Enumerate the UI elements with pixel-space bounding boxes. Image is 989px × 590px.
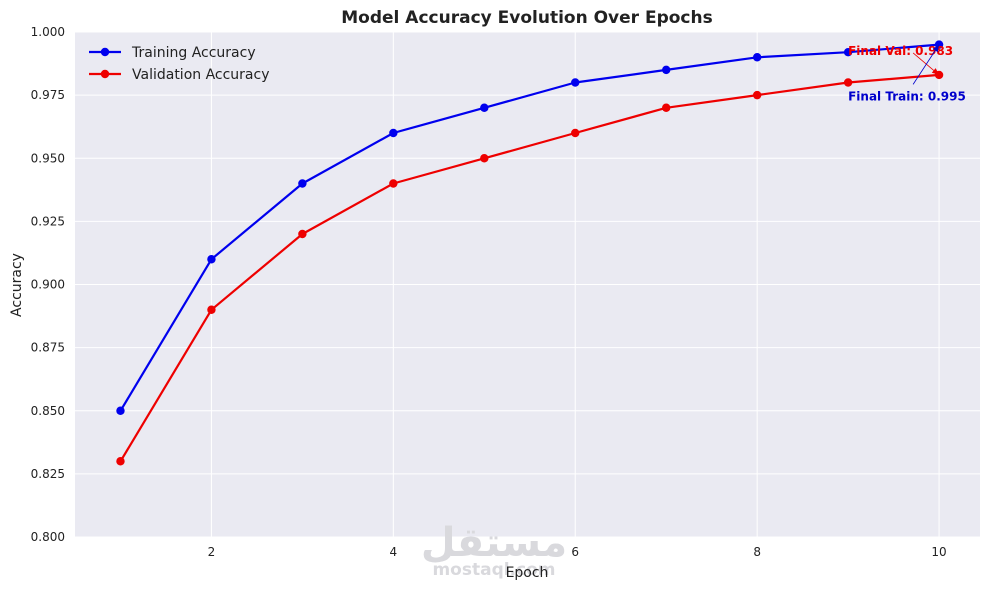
- y-tick-label: 0.975: [31, 88, 65, 102]
- data-point: [571, 128, 580, 138]
- axis-ticks: 2 4 6 8 10 0.800 0.825 0.850 0.875 0.900 0.925 0.95…: [31, 25, 947, 559]
- y-tick-label: 0.950: [31, 151, 65, 165]
- data-point: [298, 179, 307, 188]
- y-tick-label: 0.925: [31, 214, 65, 228]
- y-axis-label: Accuracy: [9, 253, 25, 317]
- y-tick-label: 0.800: [31, 530, 65, 544]
- data-point: [662, 65, 671, 75]
- data-point: [571, 78, 580, 87]
- x-tick-label: 6: [571, 545, 579, 559]
- data-point: [752, 90, 762, 100]
- legend-marker: [100, 69, 110, 79]
- data-point: [843, 48, 853, 57]
- watermark-arabic: مستقل: [421, 520, 567, 566]
- annotations: Final Val: 0.983 Final Train: 0.995: [848, 44, 966, 103]
- data-point: [207, 305, 216, 314]
- data-point: [207, 255, 216, 264]
- y-tick-label: 1.000: [31, 25, 65, 39]
- data-point: [662, 103, 671, 112]
- data-point: [389, 128, 398, 138]
- data-point: [116, 457, 125, 466]
- legend-label: Validation Accuracy: [132, 67, 270, 83]
- x-tick-label: 2: [208, 545, 216, 559]
- annotation-arrowhead: [932, 44, 940, 53]
- series-line: [119, 43, 940, 412]
- x-tick-label: 8: [753, 545, 761, 559]
- x-axis-label: Epoch: [506, 565, 549, 581]
- legend-entry: Validation Accuracy: [89, 67, 270, 83]
- data-point: [480, 103, 489, 112]
- data-point: [298, 229, 307, 239]
- legend-entry: Training Accuracy: [89, 45, 256, 61]
- legend-marker: [100, 47, 110, 57]
- x-tick-label: 4: [390, 545, 398, 559]
- x-tick-label: 10: [931, 545, 946, 559]
- series-line: [119, 73, 940, 462]
- chart-title: Model Accuracy Evolution Over Epochs: [341, 8, 712, 28]
- data-point: [480, 154, 489, 163]
- legend-label: Training Accuracy: [131, 45, 256, 61]
- annotation-label: Final Val: 0.983: [848, 44, 953, 58]
- watermark-latin: mostaql.com: [432, 560, 555, 580]
- y-tick-label: 0.825: [31, 467, 65, 481]
- annotation-label: Final Train: 0.995: [848, 89, 966, 103]
- annotation-arrowhead: [931, 68, 940, 75]
- y-tick-label: 0.850: [31, 404, 65, 418]
- data-point: [389, 179, 398, 188]
- grid-lines: [75, 31, 980, 538]
- series-validation: [116, 70, 944, 466]
- watermark: مستقل mostaql.com: [421, 520, 567, 580]
- data-point: [116, 406, 125, 415]
- annotation: Final Train: 0.995: [848, 44, 966, 103]
- annotation-arrow: [912, 44, 940, 85]
- y-tick-label: 0.875: [31, 341, 65, 355]
- y-tick-label: 0.900: [31, 278, 65, 292]
- legend: Training Accuracy Validation Accuracy: [89, 45, 270, 83]
- data-point: [752, 53, 762, 62]
- data-point: [843, 78, 853, 87]
